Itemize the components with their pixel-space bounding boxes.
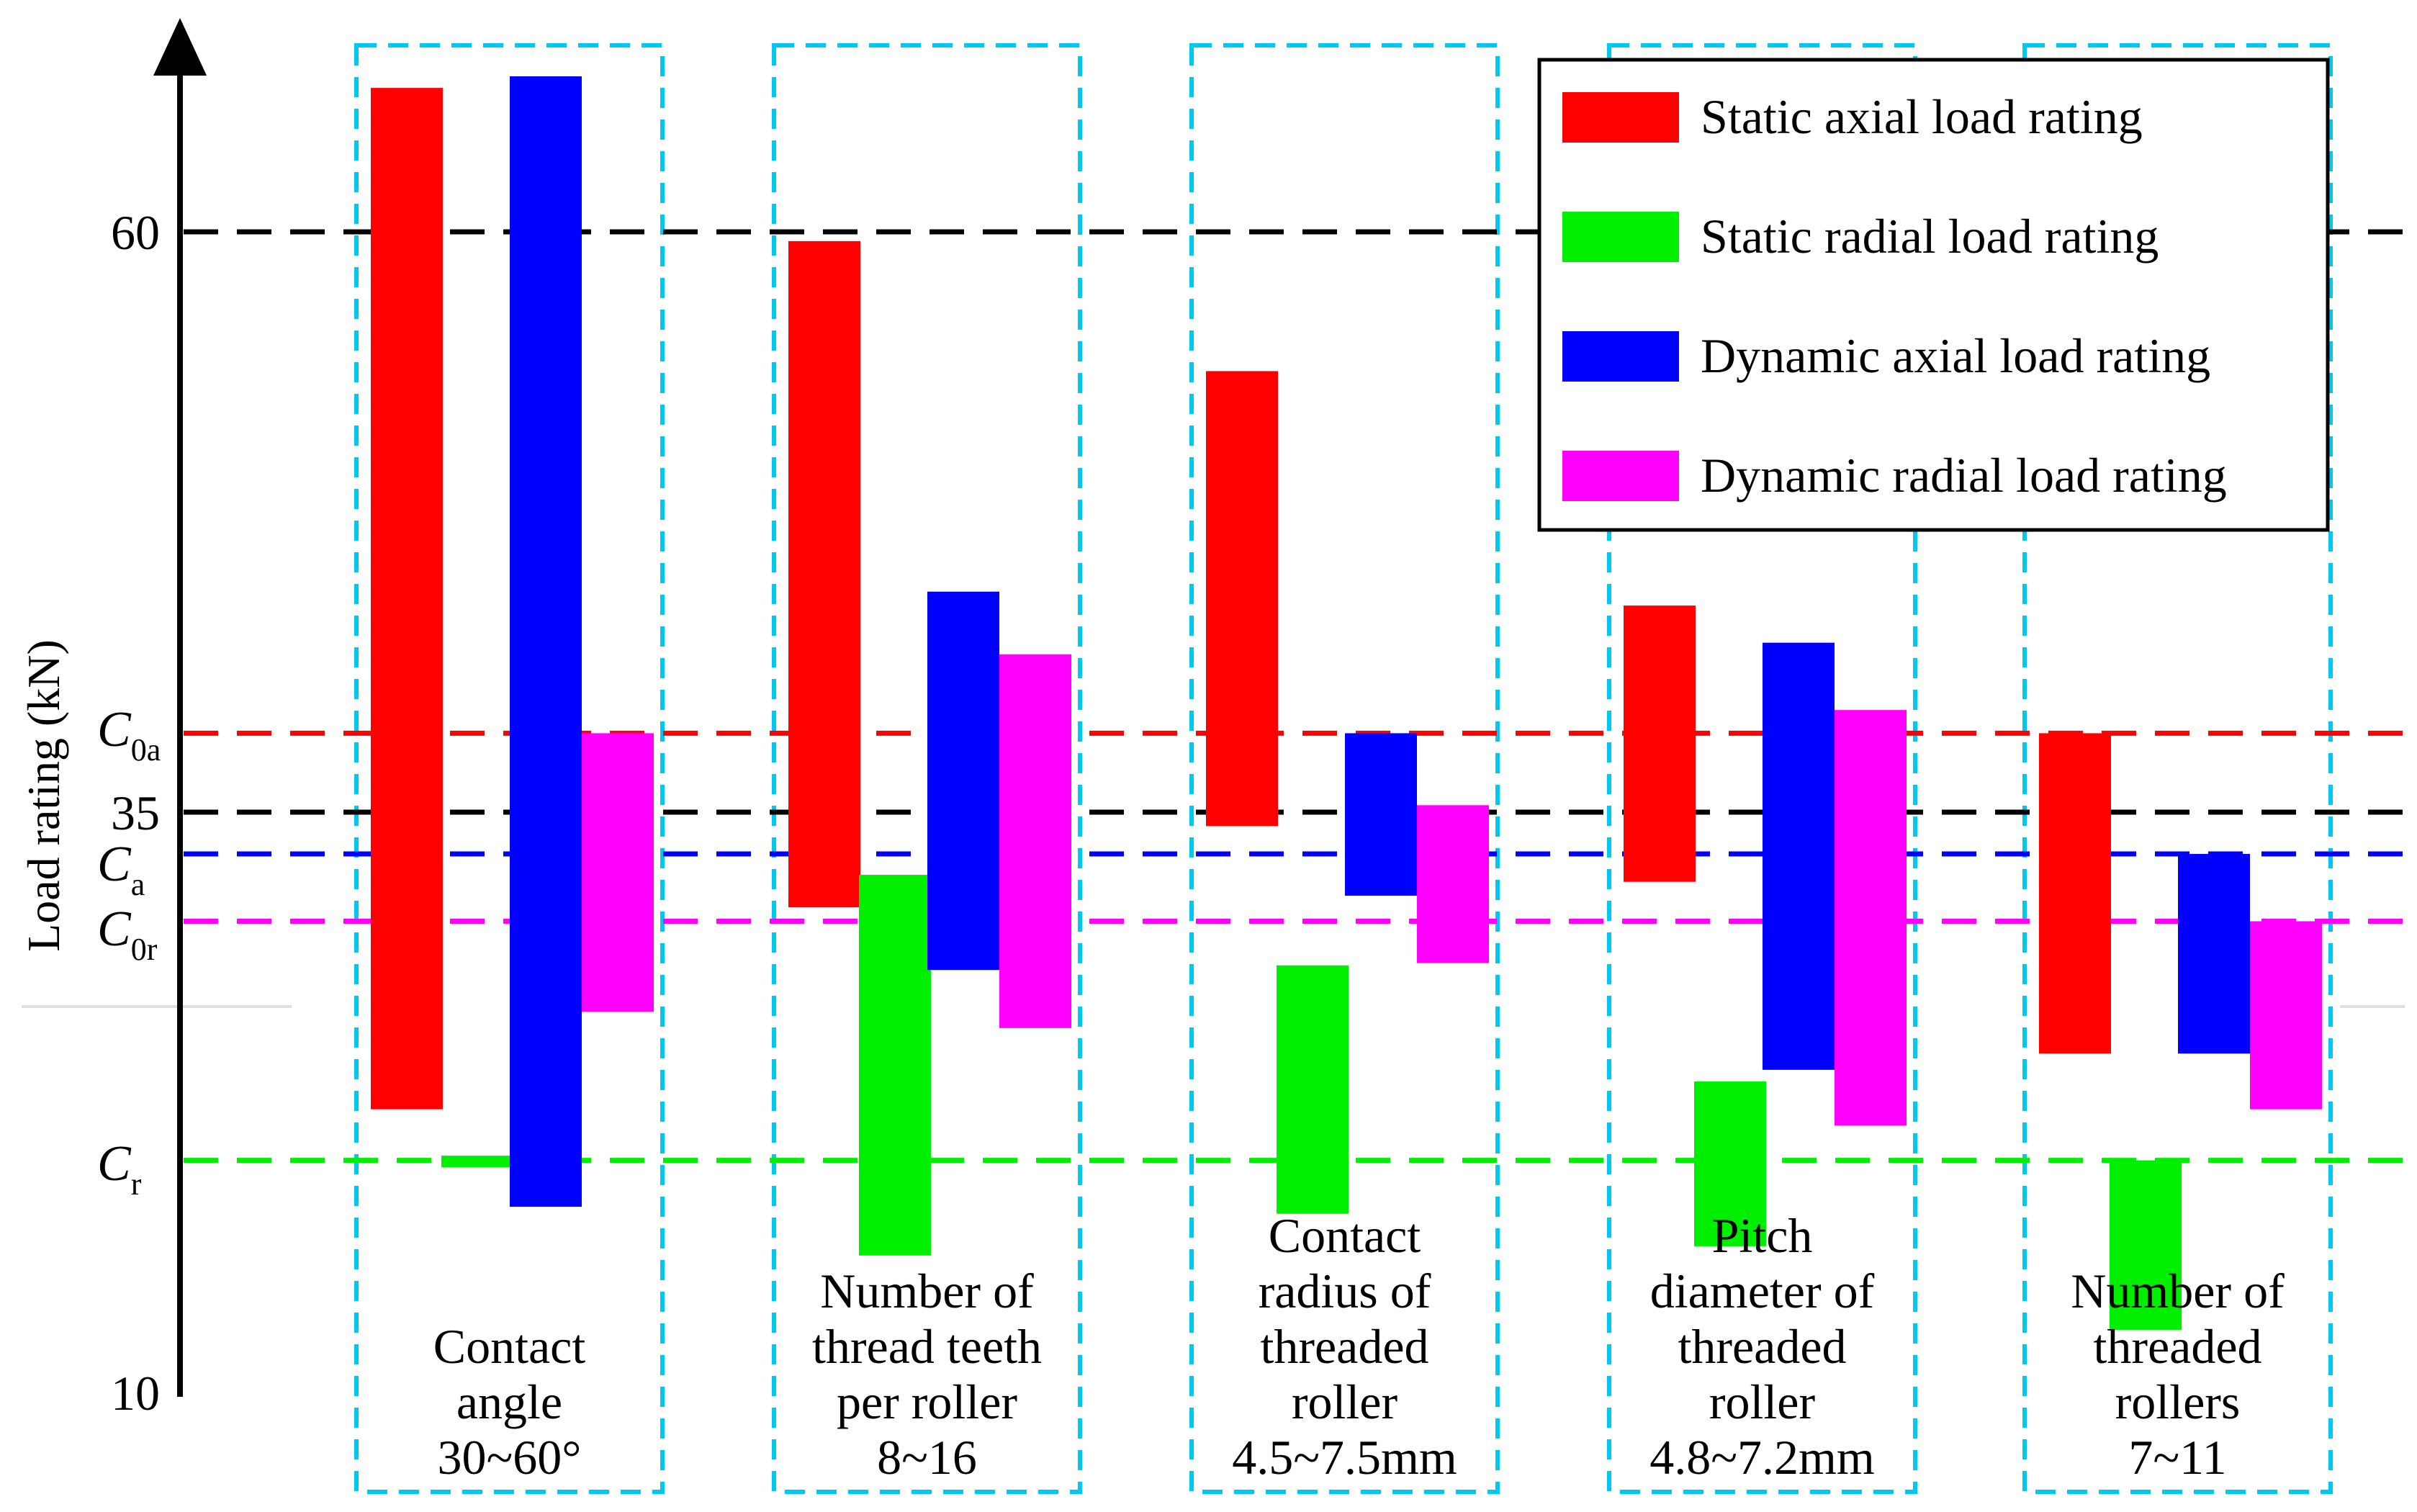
legend-swatch [1562, 212, 1679, 262]
reference-label: C0r [97, 901, 158, 967]
group-labels: Contact angle 30~60° Number of thread teeth p… [433, 1208, 2285, 1485]
y-axis-label: Load rating (kN) [18, 639, 69, 952]
bar-static-radial [859, 875, 931, 1256]
group-box [1607, 43, 1917, 1494]
bar-static-axial [1624, 606, 1696, 882]
group-label: Number of threaded rollers 7~11 [2071, 1264, 2285, 1485]
bar-dynamic-axial [1345, 733, 1417, 896]
bar-dynamic-radial [1835, 710, 1907, 1126]
y-axis-arrowhead [153, 18, 207, 76]
reference-label: Cr [97, 1136, 142, 1202]
group-box [354, 43, 665, 1494]
legend-label: Dynamic axial load rating [1701, 328, 2210, 383]
legend-swatch [1562, 92, 1679, 143]
bar-dynamic-axial [1763, 642, 1835, 1070]
bar-dynamic-axial [510, 76, 582, 1207]
y-tick-label: 60 [111, 205, 160, 260]
bar-static-axial [1206, 371, 1278, 827]
bars [371, 76, 2322, 1330]
group-label: Contact radius of threaded roller 4.5~7.5mm [1232, 1208, 1457, 1485]
legend-label: Dynamic radial load rating [1701, 448, 2227, 503]
bar-static-axial [371, 88, 443, 1110]
bar-dynamic-radial [582, 733, 654, 1012]
reference-label: C0a [97, 702, 161, 768]
legend-swatch [1562, 451, 1679, 501]
bar-dynamic-axial [927, 591, 999, 971]
legend-label: Static axial load rating [1701, 89, 2143, 144]
y-tick-label: 10 [111, 1366, 160, 1421]
bar-static-radial [441, 1156, 513, 1168]
group-box [772, 43, 1082, 1494]
bar-dynamic-radial [1417, 805, 1489, 963]
group-label: Number of thread teeth per roller 8~16 [812, 1264, 1042, 1485]
legend-swatch [1562, 331, 1679, 382]
bar-static-axial [788, 240, 860, 908]
bar-static-radial [2110, 1160, 2182, 1330]
group-label: Contact angle 30~60° [433, 1319, 586, 1485]
y-ticks: 60 35 10 [111, 205, 160, 1421]
legend: Static axial load rating Static radial lo… [1537, 58, 2330, 532]
bar-dynamic-radial [2250, 921, 2322, 1110]
bar-dynamic-radial [999, 654, 1071, 1028]
group-label: Pitch diameter of threaded roller 4.8~7.2mm [1649, 1208, 1875, 1485]
reference-label: Ca [97, 837, 145, 902]
bar-static-radial [1277, 965, 1349, 1214]
group-box [2022, 43, 2333, 1494]
bar-dynamic-axial [2178, 854, 2250, 1054]
y-tick-label: 35 [111, 786, 160, 840]
bar-static-axial [2039, 733, 2111, 1054]
group-box [1189, 43, 1500, 1494]
bar-static-radial [1694, 1081, 1766, 1246]
legend-label: Static radial load rating [1701, 209, 2159, 264]
group-boxes [354, 43, 2333, 1494]
